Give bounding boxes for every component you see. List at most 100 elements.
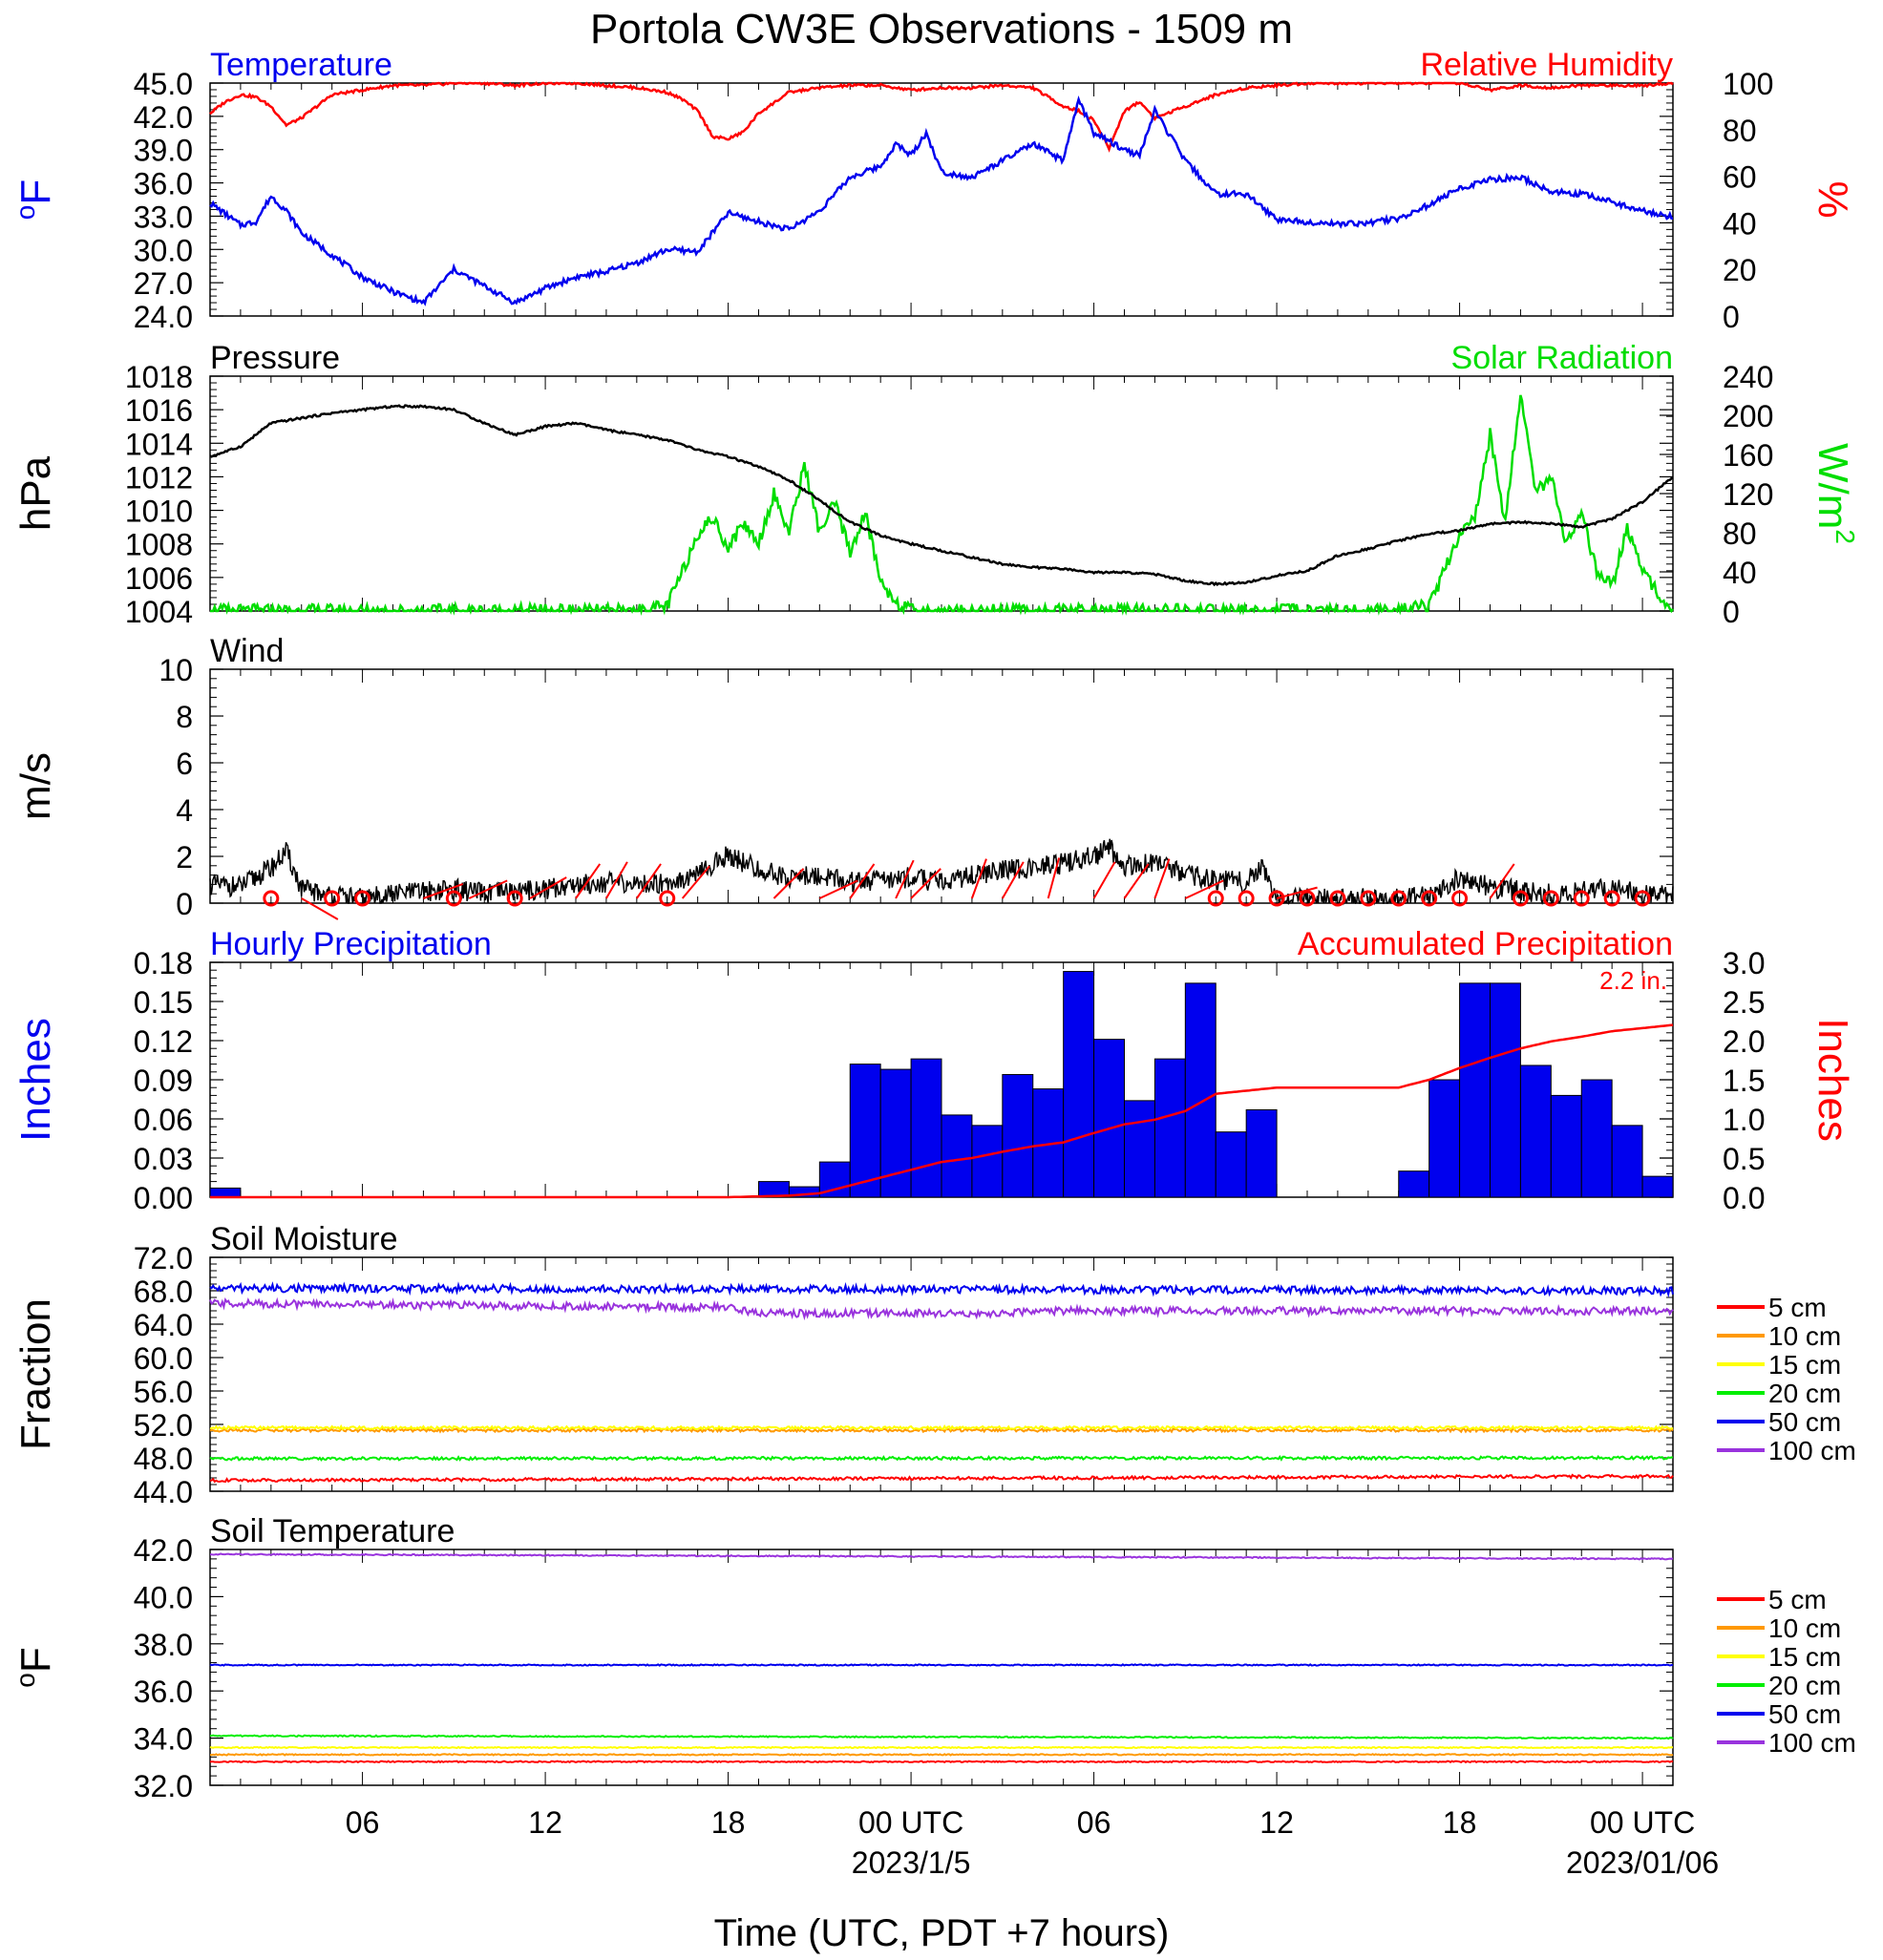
legend-label: 10 cm [1768,1321,1841,1351]
legend-label: 15 cm [1768,1642,1841,1672]
wind-barb [818,879,858,899]
y-tick-label: 1018 [125,360,193,394]
y-right-tick-label: 100 [1723,67,1773,101]
soil-line-100cm [209,1296,1674,1321]
hourly-precip-bar [1184,982,1217,1198]
wind-barb [529,876,567,899]
humidity-line [209,81,1674,153]
y-tick-label: 60.0 [134,1341,193,1376]
x-date-label: 2023/1/5 [852,1845,971,1880]
wind-barb [605,861,628,899]
hourly-precip-bar [1063,971,1095,1198]
left-axis-unit: oF [11,179,59,220]
x-tick-label: 12 [528,1805,562,1840]
hourly-precip-bar [1519,1064,1552,1198]
y-tick-label: 0.18 [134,946,193,980]
panel-right-title: Relative Humidity [1420,47,1673,83]
hourly-precip-bar [879,1068,912,1198]
y-tick-label: 0.06 [134,1103,193,1137]
legend-label: 5 cm [1768,1293,1827,1322]
panel-frame [209,82,1674,317]
y-tick-label: 0.09 [134,1064,193,1098]
y-tick-label: 72.0 [134,1241,193,1275]
x-tick-label: 18 [1443,1805,1477,1840]
y-tick-label: 4 [176,793,193,828]
y-tick-label: 6 [176,747,193,781]
calm-wind-circle [1268,890,1285,907]
wind-barb [849,863,876,899]
x-tick-label: 00 UTC [1590,1805,1695,1840]
hourly-precip-bar [1459,982,1492,1198]
y-tick-label: 8 [176,700,193,734]
y-tick-label: 64.0 [134,1308,193,1342]
soil-line-15cm [209,1423,1674,1432]
x-tick-label: 06 [346,1805,380,1840]
wind-barb [1153,858,1171,899]
y-tick-label: 40.0 [134,1580,193,1614]
wind-barb [1276,886,1318,899]
calm-wind-circle [1512,890,1529,907]
y-tick-label: 56.0 [134,1375,193,1409]
x-axis-label: Time (UTC, PDT +7 hours) [714,1912,1170,1954]
legend-label: 50 cm [1768,1407,1841,1437]
y-tick-label: 45.0 [134,67,193,101]
y-tick-label: 36.0 [134,1675,193,1709]
hourly-precip-bar [941,1114,973,1198]
y-right-tick-label: 20 [1723,253,1757,287]
y-tick-label: 33.0 [134,200,193,234]
soil-line-10cm [209,1753,1674,1757]
soil-line-50cm [209,1281,1674,1298]
accumulated-precip-line [210,1023,1674,1199]
pressure-line [209,404,1674,587]
temperature-line [209,95,1674,306]
left-axis-unit: hPa [12,455,59,531]
y-tick-label: 0.15 [134,985,193,1020]
right-axis-unit: W/m2 [1809,443,1860,544]
panel-frame [209,668,1674,904]
calm-wind-circle [506,890,523,907]
y-right-tick-label: 40 [1723,206,1757,241]
wind-barb [575,863,602,899]
wind-barb [1489,863,1515,899]
left-axis-unit: Fraction [12,1298,59,1450]
hourly-precip-bar [1124,1100,1155,1198]
hourly-precip-bar [1215,1131,1247,1198]
y-right-tick-label: 160 [1723,438,1773,473]
panel-wind: 10 8 6 4 2 0 Wind m/s [12,633,1674,921]
y-tick-label: 1012 [125,460,193,495]
y-tick-label: 1004 [125,595,193,629]
y-tick-label: 0.12 [134,1024,193,1059]
panel-soil-moisture: 72.068.064.060.056.052.048.044.0 Soil Moi… [12,1221,1856,1509]
soil-line-15cm [209,1745,1673,1750]
y-tick-label: 0.03 [134,1142,193,1176]
y-right-tick-label: 60 [1723,160,1757,195]
x-date-label: 2023/01/06 [1566,1845,1719,1880]
calm-wind-circle [1390,890,1407,907]
y-tick-label: 32.0 [134,1769,193,1803]
y-tick-label: 42.0 [134,100,193,135]
wind-barb [1092,861,1116,899]
calm-wind-circle [1421,890,1438,907]
legend-label: 100 cm [1768,1436,1856,1465]
calm-wind-circle [1207,890,1224,907]
y-right-tick-label: 0 [1723,595,1740,629]
y-right-tick-label: 0.0 [1723,1181,1765,1215]
calm-wind-circle [1360,890,1377,907]
y-tick-label: 1008 [125,528,193,562]
y-tick-label: 48.0 [134,1442,193,1476]
soil-line-20cm [209,1734,1674,1740]
y-tick-label: 44.0 [134,1475,193,1509]
right-axis-unit: Inches [1809,1018,1856,1142]
soil-line-5cm [209,1760,1674,1764]
solar-line [210,394,1675,616]
wind-barb [301,897,339,920]
y-tick-label: 38.0 [134,1628,193,1662]
calm-wind-circle [445,890,462,907]
wind-barb [1123,863,1150,899]
panel-left-title: Soil Temperature [210,1513,455,1549]
y-tick-label: 1014 [125,427,193,461]
hourly-precip-bar [1398,1170,1430,1198]
legend-label: 20 cm [1768,1379,1841,1408]
